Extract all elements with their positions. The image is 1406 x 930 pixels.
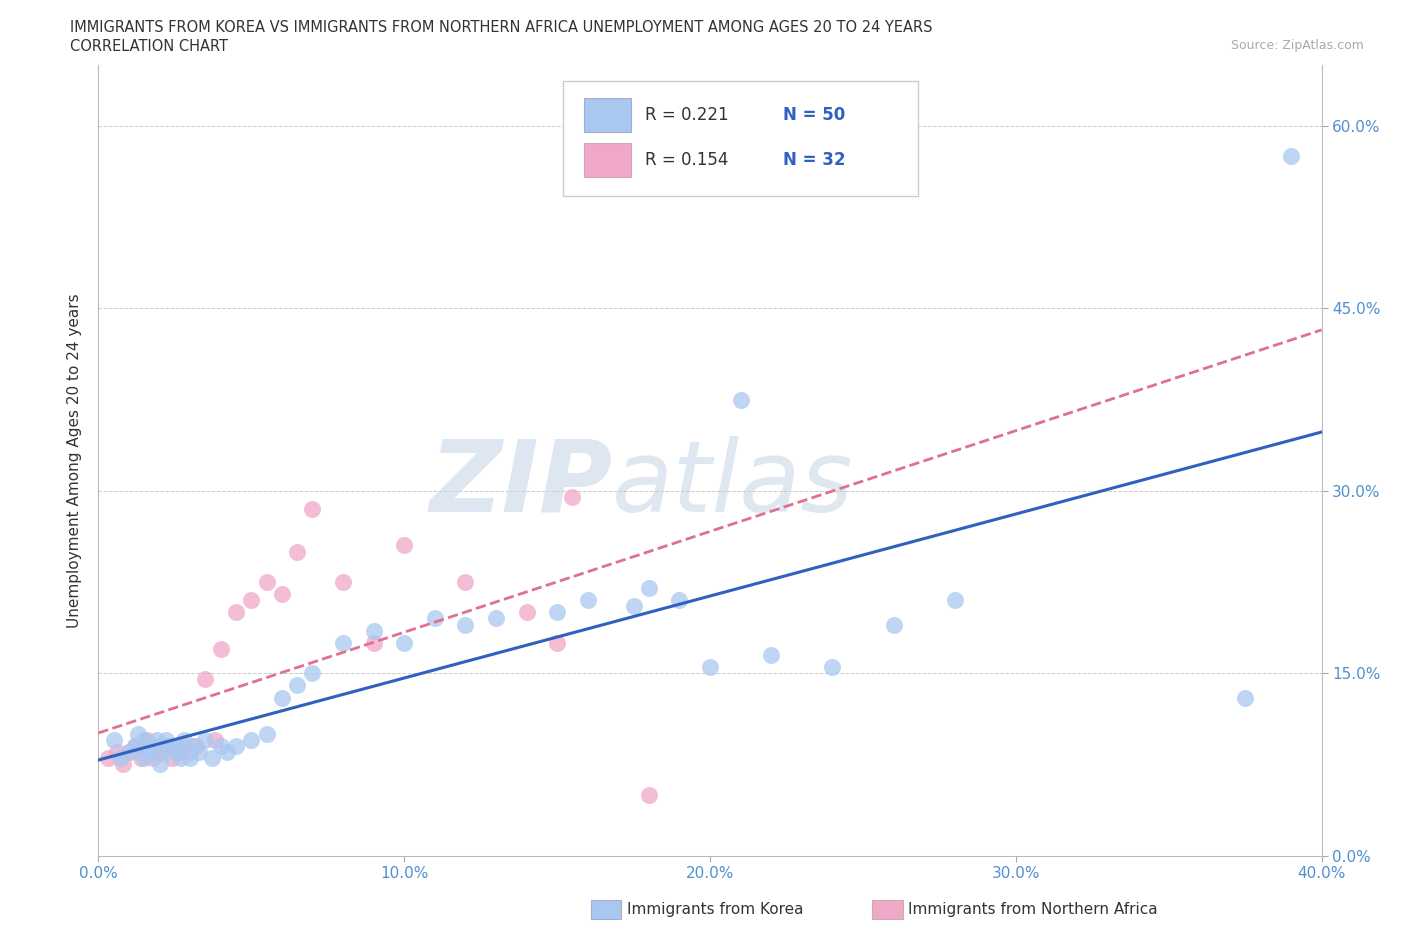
Point xyxy=(108,751,131,765)
Point xyxy=(623,599,645,614)
Point xyxy=(821,659,844,674)
Point xyxy=(392,538,416,553)
Point xyxy=(240,592,263,607)
Point xyxy=(149,745,172,760)
Point xyxy=(136,733,159,748)
Point xyxy=(194,671,217,686)
Point xyxy=(392,635,416,650)
Text: IMMIGRANTS FROM KOREA VS IMMIGRANTS FROM NORTHERN AFRICA UNEMPLOYMENT AMONG AGES: IMMIGRANTS FROM KOREA VS IMMIGRANTS FROM… xyxy=(70,20,932,35)
Point xyxy=(142,751,165,765)
Point xyxy=(225,738,247,753)
Point xyxy=(173,738,195,753)
Point xyxy=(142,738,165,753)
Point xyxy=(576,592,599,607)
Y-axis label: Unemployment Among Ages 20 to 24 years: Unemployment Among Ages 20 to 24 years xyxy=(67,293,83,628)
Text: Immigrants from Northern Africa: Immigrants from Northern Africa xyxy=(908,902,1159,917)
Point xyxy=(157,738,180,753)
Point xyxy=(134,751,156,765)
Point xyxy=(516,604,538,619)
FancyBboxPatch shape xyxy=(583,99,630,131)
Point xyxy=(124,738,146,753)
Point xyxy=(181,738,204,753)
FancyBboxPatch shape xyxy=(583,143,630,177)
Point xyxy=(167,738,190,753)
Point xyxy=(256,575,278,590)
Point xyxy=(943,592,966,607)
Point xyxy=(363,635,385,650)
Text: ZIP: ZIP xyxy=(429,435,612,533)
Point xyxy=(194,733,217,748)
Text: R = 0.154: R = 0.154 xyxy=(645,151,728,169)
Point xyxy=(546,635,568,650)
Point xyxy=(668,592,690,607)
Point xyxy=(200,751,222,765)
Point xyxy=(225,604,247,619)
Point xyxy=(454,618,477,632)
Point xyxy=(256,726,278,741)
Text: Immigrants from Korea: Immigrants from Korea xyxy=(627,902,804,917)
FancyBboxPatch shape xyxy=(564,81,918,195)
Point xyxy=(423,611,446,626)
Point xyxy=(301,501,323,516)
Point xyxy=(363,623,385,638)
Point xyxy=(215,745,238,760)
Point xyxy=(270,690,292,705)
Point xyxy=(454,575,477,590)
Point xyxy=(546,604,568,619)
Text: N = 32: N = 32 xyxy=(783,151,846,169)
Point xyxy=(118,745,141,760)
Point xyxy=(145,733,167,748)
Point xyxy=(637,788,661,803)
Point xyxy=(155,733,177,748)
Text: Source: ZipAtlas.com: Source: ZipAtlas.com xyxy=(1230,39,1364,52)
Point xyxy=(149,757,172,772)
Point xyxy=(160,751,183,765)
Point xyxy=(332,635,354,650)
Point xyxy=(152,745,174,760)
Point xyxy=(204,733,226,748)
Point xyxy=(485,611,508,626)
Point xyxy=(637,580,661,595)
Point xyxy=(209,642,232,657)
Point xyxy=(179,745,201,760)
Text: CORRELATION CHART: CORRELATION CHART xyxy=(70,39,228,54)
Point xyxy=(240,733,263,748)
Point xyxy=(285,678,308,693)
Point xyxy=(111,757,134,772)
Point xyxy=(301,666,323,681)
Point xyxy=(139,745,162,760)
Point xyxy=(179,751,201,765)
Point xyxy=(127,726,149,741)
Point xyxy=(118,745,141,760)
Point xyxy=(155,738,177,753)
Point xyxy=(97,751,120,765)
Text: N = 50: N = 50 xyxy=(783,106,845,124)
Point xyxy=(730,392,752,407)
Text: atlas: atlas xyxy=(612,435,853,533)
Point xyxy=(1279,149,1302,164)
Point xyxy=(124,738,146,753)
Point xyxy=(129,751,152,765)
Point xyxy=(105,745,128,760)
Point xyxy=(103,733,125,748)
Point xyxy=(883,618,905,632)
Point xyxy=(561,489,583,504)
Point xyxy=(186,738,208,753)
Point xyxy=(270,587,292,602)
Point xyxy=(332,575,354,590)
Point xyxy=(759,647,782,662)
Point xyxy=(209,738,232,753)
Point xyxy=(170,751,193,765)
Point xyxy=(134,733,156,748)
Text: R = 0.221: R = 0.221 xyxy=(645,106,728,124)
Point xyxy=(167,745,190,760)
Point xyxy=(285,544,308,559)
Point xyxy=(188,745,211,760)
Point xyxy=(699,659,721,674)
Point xyxy=(163,745,186,760)
Point xyxy=(1234,690,1257,705)
Point xyxy=(173,733,195,748)
